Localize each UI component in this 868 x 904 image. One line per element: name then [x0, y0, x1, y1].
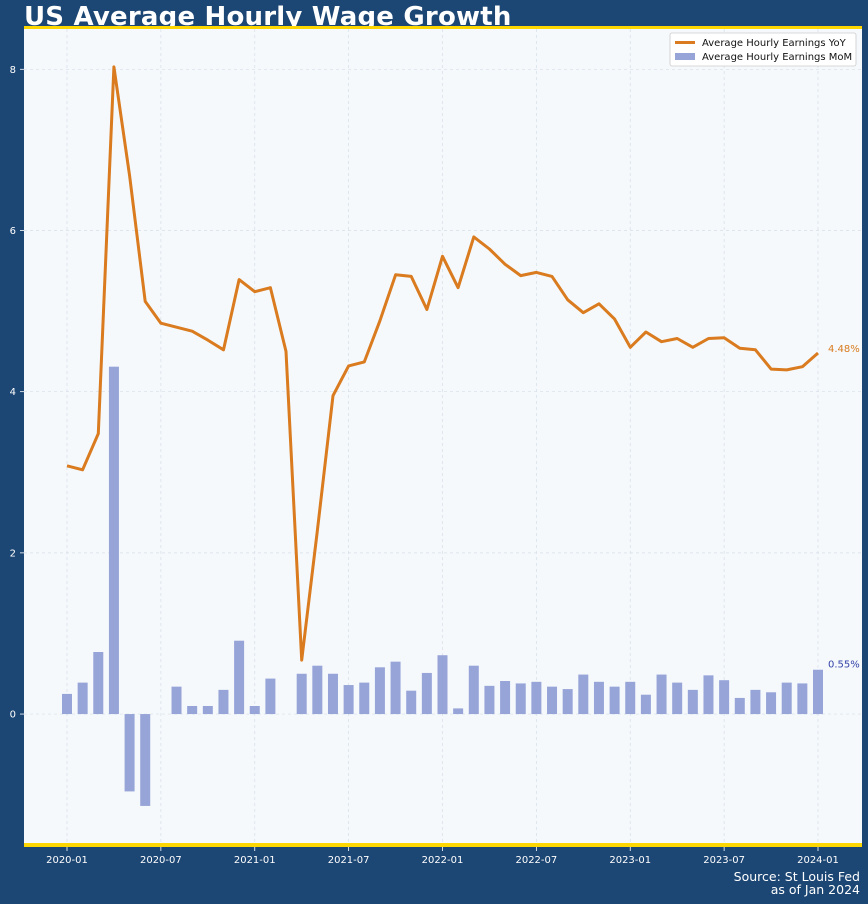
mom-bar — [327, 673, 338, 715]
mom-bar — [406, 690, 417, 715]
mom-bar — [234, 640, 245, 715]
yoy-end-label: 4.48% — [828, 344, 860, 355]
mom-bar — [140, 714, 151, 806]
source-note: Source: St Louis Fed as of Jan 2024 — [734, 870, 860, 896]
mom-bar — [421, 672, 432, 715]
y-tick-label: 4 — [10, 387, 16, 398]
mom-bar — [453, 708, 464, 715]
mom-bar — [265, 678, 276, 715]
mom-bar — [547, 686, 558, 715]
x-tick-label: 2023-07 — [703, 855, 745, 866]
mom-bar — [797, 683, 808, 715]
mom-bar — [124, 714, 135, 792]
y-tick-label: 6 — [10, 226, 16, 237]
mom-bar — [813, 669, 823, 715]
x-tick-label: 2020-07 — [140, 855, 182, 866]
accent-lines — [24, 26, 862, 847]
yoy-line — [66, 65, 819, 662]
x-axis: 2020-01 2020-07 2021-01 2021-07 2022-01 2022-… — [46, 847, 839, 866]
mom-bar — [312, 665, 323, 715]
mom-bar — [77, 682, 88, 715]
mom-end-label: 0.55% — [828, 660, 860, 671]
mom-bar — [734, 697, 745, 715]
mom-bar — [781, 682, 792, 715]
mom-bar — [187, 705, 198, 715]
mom-bar — [593, 681, 604, 715]
mom-bar — [343, 685, 354, 715]
mom-bar — [719, 680, 730, 715]
y-tick-label: 0 — [10, 710, 16, 721]
as-of-line: as of Jan 2024 — [770, 882, 860, 897]
y-tick-label: 2 — [10, 548, 16, 559]
mom-bar — [766, 692, 777, 715]
mom-bar — [578, 674, 589, 715]
mom-bar — [93, 651, 104, 715]
mom-bar — [625, 681, 636, 715]
mom-bar — [390, 661, 401, 715]
mom-bar — [703, 675, 714, 715]
y-axis: 0 2 4 6 8 — [10, 65, 24, 721]
mom-bar — [359, 682, 370, 715]
bottom-accent-line — [24, 842, 862, 847]
x-tick-label: 2024-01 — [797, 855, 839, 866]
end-labels: 4.48% 0.55% — [828, 344, 860, 671]
mom-bar — [640, 694, 651, 715]
mom-bar — [62, 693, 72, 715]
legend: Average Hourly Earnings YoY Average Hourl… — [669, 32, 857, 67]
mom-bar — [609, 686, 620, 715]
mom-bars — [62, 366, 823, 806]
mom-bar — [656, 674, 667, 715]
x-tick-label: 2021-01 — [234, 855, 276, 866]
y-tick-label: 8 — [10, 65, 16, 76]
mom-bar — [374, 667, 385, 715]
mom-bar — [249, 705, 260, 715]
legend-bar-swatch — [675, 53, 695, 60]
legend-box — [669, 32, 857, 67]
mom-bar — [202, 705, 213, 715]
x-tick-label: 2020-01 — [46, 855, 88, 866]
mom-bar — [171, 686, 182, 715]
mom-bar — [437, 655, 448, 715]
x-tick-label: 2021-07 — [328, 855, 370, 866]
mom-bar — [468, 665, 479, 715]
mom-bar — [296, 673, 307, 715]
mom-bar — [687, 689, 698, 715]
top-accent-line — [24, 26, 862, 29]
mom-bar — [531, 681, 542, 715]
mom-bar — [500, 681, 511, 715]
mom-bar — [562, 689, 573, 715]
x-tick-label: 2022-07 — [515, 855, 557, 866]
mom-bar — [515, 683, 526, 715]
mom-bar — [672, 682, 683, 715]
x-tick-label: 2023-01 — [609, 855, 651, 866]
mom-bar — [750, 689, 761, 715]
legend-mom-label: Average Hourly Earnings MoM — [702, 52, 852, 63]
mom-bar — [218, 689, 229, 715]
mom-bar — [484, 685, 495, 715]
x-tick-label: 2022-01 — [422, 855, 464, 866]
source-line: Source: St Louis Fed — [733, 869, 860, 884]
mom-bar — [108, 366, 119, 715]
legend-yoy-label: Average Hourly Earnings YoY — [702, 38, 847, 49]
